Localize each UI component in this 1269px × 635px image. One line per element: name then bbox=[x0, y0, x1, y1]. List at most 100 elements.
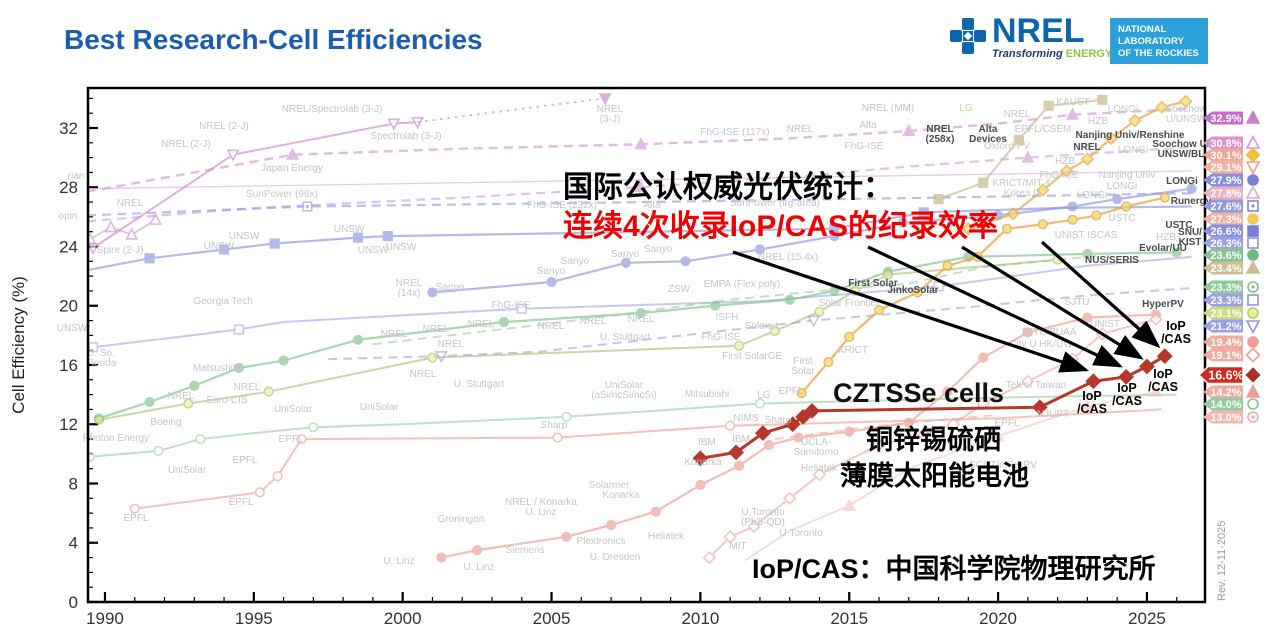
institution-label: NREL bbox=[117, 198, 144, 209]
efficiency-badge: 23.4% bbox=[1203, 260, 1261, 275]
badge-value: 27.6% bbox=[1210, 201, 1241, 213]
institution-label: SJTU bbox=[1065, 297, 1090, 308]
badge-value: 30.1% bbox=[1210, 150, 1241, 162]
efficiency-badge: 23.1% bbox=[1203, 306, 1259, 320]
plot-frame bbox=[86, 86, 1207, 604]
badge-value: 23.3% bbox=[1210, 282, 1241, 294]
institution-label: U.Toronto (PbS-QD) bbox=[741, 507, 785, 528]
series-perovskite bbox=[796, 192, 1170, 399]
institution-label: Konarka bbox=[602, 490, 640, 501]
institution-label: NREL bbox=[468, 319, 495, 330]
badge-value: 14.2% bbox=[1210, 387, 1241, 399]
institution-label: Mitsubishi bbox=[685, 389, 729, 400]
efficiency-badge: 13.0% bbox=[1203, 410, 1259, 424]
x-tick-label: 1995 bbox=[235, 609, 273, 628]
series-si-single-crystal-unsw bbox=[88, 205, 1192, 272]
institution-label: KRICT/MIT & Korea U bbox=[992, 178, 1052, 199]
efficiency-badge: 14.2% bbox=[1203, 384, 1261, 399]
badge-value: 14.0% bbox=[1210, 399, 1241, 411]
y-tick-label: 24 bbox=[59, 237, 78, 256]
institution-label: Sanyo bbox=[561, 256, 590, 267]
institution-label: Evolar/UU bbox=[1139, 243, 1187, 254]
series-multijunction-dashed-top bbox=[88, 107, 1189, 193]
efficiency-badge: 19.4% bbox=[1203, 335, 1259, 349]
x-tick-label: 2000 bbox=[384, 609, 422, 628]
institution-label: MIT bbox=[729, 541, 746, 552]
series-multijunction-left-cluster bbox=[88, 212, 163, 245]
series-organic bbox=[436, 309, 1161, 563]
institution-label: LONGi bbox=[1108, 104, 1139, 115]
institution-label: NREL bbox=[1073, 142, 1100, 153]
efficiency-badge: 23.3% bbox=[1203, 293, 1259, 307]
institution-label: EPFL bbox=[994, 418, 1019, 429]
institution-label: EPFL bbox=[278, 434, 303, 445]
institution-label: LG bbox=[757, 390, 771, 401]
institution-label: SunPower (96x) bbox=[246, 189, 318, 200]
efficiency-badge: 27.6% bbox=[1203, 199, 1259, 213]
institution-label: HZB bbox=[1088, 116, 1108, 127]
institution-labels: rian NREL opin Spire (2-J) NREL (2-J) NREL (2… bbox=[57, 97, 1212, 573]
efficiency-badge: 32.9% bbox=[1203, 110, 1261, 125]
institution-label: NREL (MM) bbox=[862, 103, 914, 114]
institution-label: Konarka bbox=[684, 457, 722, 468]
institution-label: UNSW bbox=[204, 241, 235, 252]
institution-label: U. Linz bbox=[463, 562, 494, 573]
institution-label: U. Stuttgart bbox=[454, 379, 505, 390]
y-axis-title: Cell Efficiency (%) bbox=[9, 276, 28, 414]
institution-label: LG bbox=[959, 103, 973, 114]
institution-label: Matsushita bbox=[193, 363, 242, 374]
institution-label: LONGi bbox=[1077, 190, 1108, 201]
series-si-hit-circles bbox=[427, 183, 1197, 298]
y-tick-label: 16 bbox=[59, 356, 78, 375]
institution-label: EPFL bbox=[228, 497, 253, 508]
x-tick-label: 2005 bbox=[533, 609, 571, 628]
series-tandem-tan bbox=[933, 94, 1108, 205]
institution-label: UniSolar bbox=[168, 465, 207, 476]
y-tick-label: 28 bbox=[59, 178, 78, 197]
institution-label: NREL (2-J) bbox=[161, 139, 211, 150]
institution-label: Sanyo bbox=[436, 282, 465, 293]
efficiency-badge: 14.0% bbox=[1203, 397, 1259, 411]
institution-label: Runergy bbox=[1171, 196, 1212, 207]
institution-label: IBM bbox=[698, 437, 716, 448]
national-laboratory-badge: NATIONAL LABORATORY OF THE ROCKIES bbox=[1110, 18, 1208, 64]
institution-label: Siemens bbox=[506, 545, 545, 556]
institution-label: FhG-ISE bbox=[845, 141, 884, 152]
institution-label: Georgia Tech bbox=[193, 296, 252, 307]
badge-value: 23.4% bbox=[1210, 263, 1241, 275]
y-axis-title: Cell Efficiency (%) bbox=[9, 276, 28, 414]
institution-label: KRICT bbox=[838, 345, 868, 356]
badge-value: 26.6% bbox=[1210, 226, 1241, 238]
series-si-concentrator-dashed bbox=[88, 192, 1192, 217]
institution-label: Sanyo bbox=[644, 244, 673, 255]
institution-label: NREL bbox=[538, 321, 565, 332]
efficiency-badge: 27.8% bbox=[1203, 185, 1261, 200]
efficiency-badges: 32.9% 30.8%30.1%29.1%27.9%27.8%27.6%27.3%… bbox=[1197, 110, 1261, 424]
nrel-logo: NREL Transforming ENERGY bbox=[948, 12, 1112, 60]
lab-box-line2: LABORATORY bbox=[1118, 36, 1184, 47]
badge-value: 21.2% bbox=[1210, 321, 1241, 333]
annotation-text: 国际公认权威光伏统计： bbox=[563, 170, 893, 204]
institution-label: HZB bbox=[1055, 156, 1075, 167]
institution-label: Solexel bbox=[745, 321, 778, 332]
lab-box-line1: NATIONAL bbox=[1118, 24, 1167, 35]
institution-label: Soochow U/UNSW/BL bbox=[1152, 139, 1209, 160]
institution-label: LONGi bbox=[1166, 176, 1198, 187]
iop-cas-point-label: IoP/CAS bbox=[1077, 389, 1107, 416]
institution-label: UCLA-Sumitomo bbox=[793, 437, 838, 458]
series-two-junction-concentrator bbox=[88, 116, 425, 256]
institution-label: NREL bbox=[438, 339, 465, 350]
nrel-wordmark: NREL bbox=[992, 12, 1085, 50]
institution-label: Photon Energy bbox=[83, 433, 149, 444]
institution-label: UNSW bbox=[358, 245, 389, 256]
institution-label: USTC bbox=[1108, 213, 1135, 224]
badge-value: 13.0% bbox=[1210, 412, 1241, 424]
badge-value: 23.3% bbox=[1210, 295, 1241, 307]
badge-value: 23.6% bbox=[1210, 250, 1241, 262]
y-axis-labels: 0 4 8 12 16 20 24 28 32 bbox=[59, 119, 78, 612]
institution-label: UNIST bbox=[1090, 319, 1120, 330]
institution-label: Solar Frontier bbox=[819, 298, 880, 309]
institution-label: UNSW bbox=[57, 323, 88, 334]
